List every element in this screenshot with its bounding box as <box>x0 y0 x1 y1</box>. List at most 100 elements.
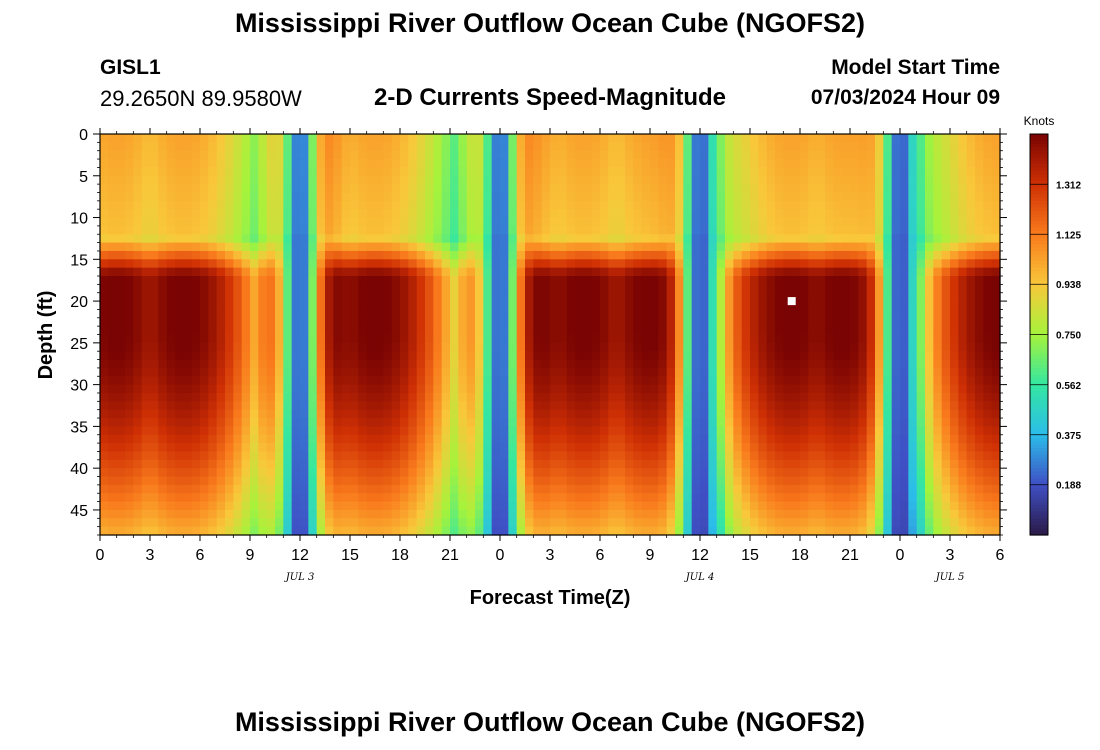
heatmap-cell <box>575 501 584 511</box>
heatmap-cell <box>300 459 309 469</box>
heatmap-cell <box>366 267 376 277</box>
heatmap-cell <box>158 276 168 285</box>
heatmap-cell <box>166 459 176 469</box>
heatmap-cell <box>791 409 801 419</box>
heatmap-cell <box>433 250 443 260</box>
heatmap-cell <box>200 459 209 469</box>
heatmap-cell <box>758 301 768 311</box>
heatmap-cell <box>858 292 868 302</box>
heatmap-cell <box>325 334 334 344</box>
heatmap-cell <box>325 301 334 311</box>
heatmap-cell <box>700 367 709 377</box>
heatmap-cell <box>766 476 776 486</box>
heatmap-cell <box>791 426 801 436</box>
heatmap-cell <box>116 259 126 269</box>
heatmap-cell <box>291 309 301 319</box>
heatmap-cell <box>200 334 209 344</box>
heatmap-cell <box>583 376 593 386</box>
heatmap-cell <box>358 409 368 419</box>
heatmap-cell <box>600 159 609 169</box>
heatmap-cell <box>616 434 626 444</box>
heatmap-cell <box>808 225 818 235</box>
heatmap-cell <box>550 376 559 386</box>
heatmap-cell <box>750 142 759 152</box>
heatmap-cell <box>583 242 593 252</box>
heatmap-cell <box>350 342 359 352</box>
heatmap-cell <box>841 468 851 478</box>
heatmap-cell <box>625 250 634 260</box>
heatmap-cell <box>150 259 159 269</box>
heatmap-cell <box>108 175 118 185</box>
heatmap-cell <box>700 451 709 461</box>
heatmap-cell <box>408 142 418 152</box>
heatmap-cell <box>241 200 251 210</box>
heatmap-cell <box>800 134 809 143</box>
heatmap-cell <box>425 309 434 319</box>
heatmap-cell <box>258 392 268 402</box>
heatmap-cell <box>383 376 393 386</box>
heatmap-cell <box>700 509 709 519</box>
heatmap-cell <box>333 259 343 269</box>
heatmap-cell <box>666 342 676 352</box>
heatmap-cell <box>566 459 576 469</box>
heatmap-cell <box>500 443 509 453</box>
heatmap-cell <box>358 351 368 361</box>
heatmap-cell <box>925 376 934 386</box>
heatmap-cell <box>458 192 468 202</box>
heatmap-cell <box>933 459 943 469</box>
heatmap-cell <box>975 334 984 344</box>
heatmap-cell <box>516 134 526 143</box>
heatmap-cell <box>558 259 568 269</box>
heatmap-cell <box>275 484 284 494</box>
heatmap-cell <box>758 451 768 461</box>
heatmap-cell <box>591 276 601 285</box>
heatmap-cell <box>800 451 809 461</box>
heatmap-cell <box>250 459 259 469</box>
heatmap-cell <box>316 426 326 436</box>
heatmap-cell <box>233 234 243 244</box>
heatmap-cell <box>441 259 451 269</box>
heatmap-cell <box>241 367 251 377</box>
heatmap-cell <box>358 367 368 377</box>
heatmap-cell <box>450 351 459 361</box>
heatmap-cell <box>191 426 201 436</box>
heatmap-cell <box>900 409 909 419</box>
heatmap-cell <box>166 167 176 177</box>
heatmap-cell <box>341 443 351 453</box>
heatmap-cell <box>600 418 609 427</box>
heatmap-cell <box>833 192 843 202</box>
heatmap-cell <box>166 401 176 411</box>
heatmap-cell <box>516 468 526 478</box>
heatmap-cell <box>358 334 368 344</box>
heatmap-cell <box>900 493 909 503</box>
heatmap-cell <box>591 209 601 219</box>
heatmap-cell <box>591 367 601 377</box>
heatmap-cell <box>691 217 701 227</box>
heatmap-cell <box>875 192 884 202</box>
heatmap-cell <box>416 209 426 219</box>
heatmap-cell <box>966 493 976 503</box>
heatmap-cell <box>491 234 501 244</box>
heatmap-cell <box>233 292 243 302</box>
heatmap-cell <box>791 443 801 453</box>
heatmap-cell <box>258 142 268 152</box>
heatmap-cell <box>350 376 359 386</box>
heatmap-cell <box>158 250 168 260</box>
heatmap-cell <box>216 401 226 411</box>
heatmap-cell <box>666 309 676 319</box>
heatmap-cell <box>383 159 393 169</box>
heatmap-cell <box>916 451 926 461</box>
heatmap-cell <box>150 376 159 386</box>
heatmap-cell <box>983 192 993 202</box>
heatmap-cell <box>700 292 709 302</box>
heatmap-cell <box>891 292 901 302</box>
heatmap-cell <box>208 184 218 194</box>
heatmap-cell <box>450 434 459 444</box>
heatmap-cell <box>966 509 976 519</box>
heatmap-cell <box>708 384 718 394</box>
heatmap-cell <box>116 234 126 244</box>
heatmap-cell <box>683 501 693 511</box>
heatmap-cell <box>766 150 776 160</box>
heatmap-cell <box>875 267 884 277</box>
heatmap-cell <box>616 493 626 503</box>
